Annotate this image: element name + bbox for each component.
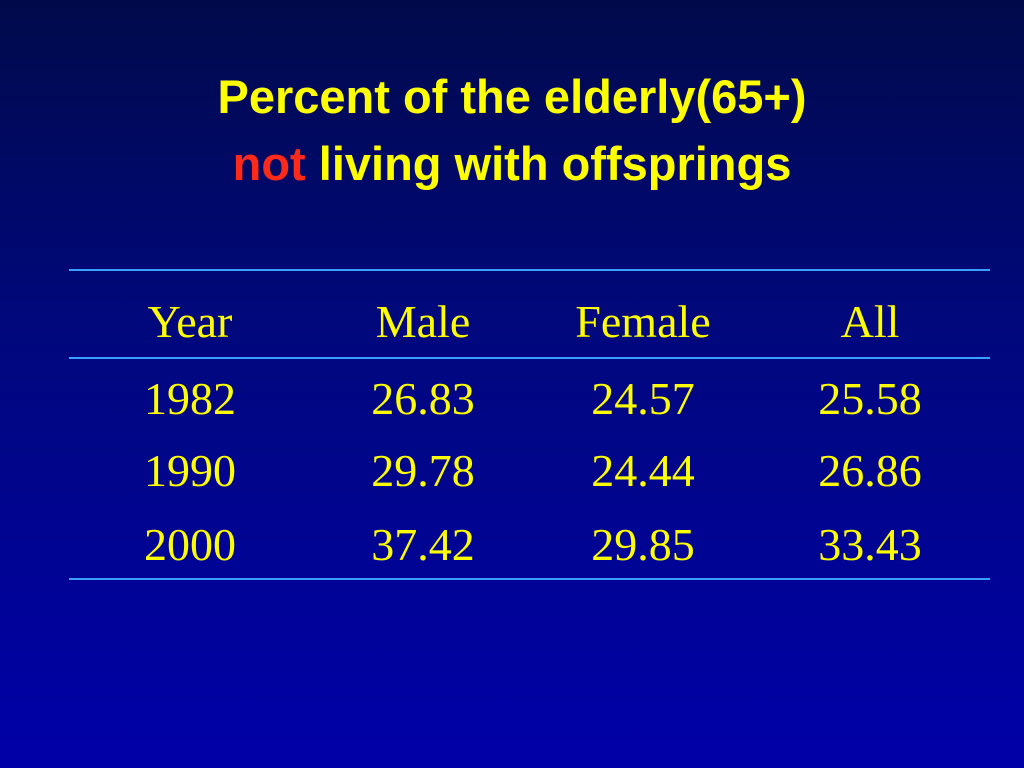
cell-year: 1990 — [144, 445, 236, 496]
title-line-1: Percent of the elderly(65+) — [217, 70, 807, 123]
slide-title: Percent of the elderly(65+) not living w… — [0, 63, 1024, 197]
title-highlight-word: not — [232, 137, 306, 190]
cell-male: 37.42 — [371, 519, 475, 570]
header-female: Female — [575, 296, 711, 347]
table-row: 2000 37.42 29.85 33.43 — [0, 515, 1024, 575]
cell-male: 29.78 — [371, 445, 475, 496]
cell-year: 2000 — [144, 519, 236, 570]
table-header-rule — [69, 357, 990, 359]
table-row: 1982 26.83 24.57 25.58 — [0, 369, 1024, 429]
cell-year: 1982 — [144, 373, 236, 424]
cell-female: 24.44 — [591, 445, 695, 496]
table-header-row: Year Male Female All — [0, 292, 1024, 352]
cell-male: 26.83 — [371, 373, 475, 424]
header-year: Year — [147, 296, 233, 347]
title-line-2: living with offsprings — [305, 137, 792, 190]
cell-all: 26.86 — [818, 445, 922, 496]
cell-female: 24.57 — [591, 373, 695, 424]
cell-all: 33.43 — [818, 519, 922, 570]
header-male: Male — [375, 296, 471, 347]
header-all: All — [840, 296, 900, 347]
cell-all: 25.58 — [818, 373, 922, 424]
table-bottom-rule — [69, 578, 990, 580]
cell-female: 29.85 — [591, 519, 695, 570]
table-row: 1990 29.78 24.44 26.86 — [0, 441, 1024, 501]
table-top-rule — [69, 269, 990, 271]
